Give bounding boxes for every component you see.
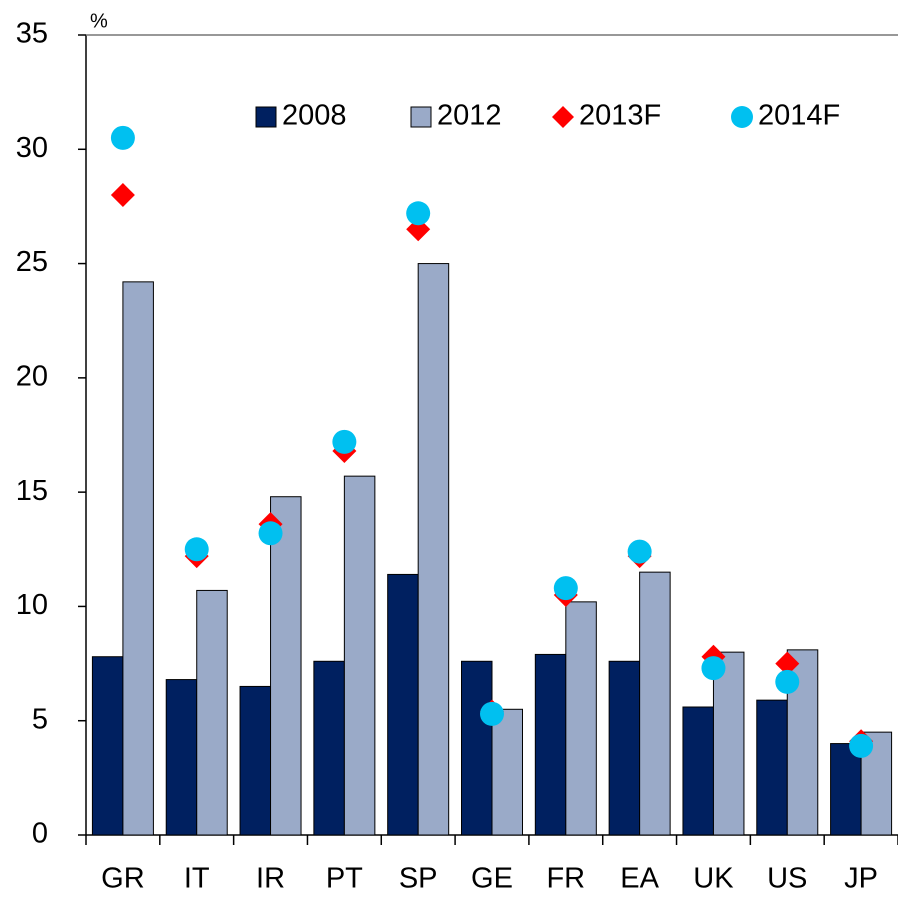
legend-label: 2008 xyxy=(282,100,347,132)
x-tick-label: US xyxy=(767,863,807,895)
y-tick-label: 20 xyxy=(16,361,48,393)
x-tick-label: PT xyxy=(326,863,363,895)
bar xyxy=(196,589,228,836)
x-tick-label: IR xyxy=(256,863,285,895)
bar xyxy=(565,601,597,836)
bar xyxy=(387,573,419,836)
bar xyxy=(756,699,788,836)
bar xyxy=(343,475,376,836)
circle-marker xyxy=(775,669,800,694)
y-tick-label: 35 xyxy=(16,18,48,50)
legend-swatch xyxy=(255,106,277,128)
circle-marker xyxy=(332,429,357,454)
bar xyxy=(91,656,124,836)
x-tick-label: GR xyxy=(101,863,145,895)
legend-label: 2014F xyxy=(758,100,840,132)
bar xyxy=(682,706,714,836)
x-tick-label: EA xyxy=(620,863,659,895)
y-tick-label: 25 xyxy=(16,246,48,278)
y-tick-label: 30 xyxy=(16,132,48,164)
bar xyxy=(165,679,198,836)
legend-label: 2013F xyxy=(579,100,661,132)
y-tick-label: 5 xyxy=(32,703,48,735)
y-tick-label: 15 xyxy=(16,475,48,507)
circle-marker xyxy=(627,539,652,564)
bar xyxy=(270,496,302,836)
diamond-marker xyxy=(110,183,135,207)
x-tick-label: JP xyxy=(844,863,878,895)
bar xyxy=(122,281,154,836)
y-tick-label: 10 xyxy=(16,589,48,621)
x-tick-label: FR xyxy=(546,863,585,895)
bar xyxy=(534,653,567,836)
circle-marker xyxy=(406,201,431,226)
x-tick-label: UK xyxy=(693,863,734,895)
legend-swatch xyxy=(731,106,753,128)
y-unit-label: % xyxy=(90,10,108,32)
bar xyxy=(313,660,345,836)
bar xyxy=(417,263,450,836)
x-tick-label: GE xyxy=(471,863,513,895)
diamond-marker xyxy=(775,651,800,676)
circle-marker xyxy=(110,125,135,150)
circle-marker xyxy=(553,576,578,601)
bar xyxy=(239,685,272,836)
circle-marker xyxy=(701,656,726,681)
circle-marker xyxy=(480,701,504,726)
bar xyxy=(608,660,641,836)
legend-swatch xyxy=(410,106,432,128)
circle-marker xyxy=(849,733,874,758)
bar xyxy=(461,660,493,836)
legend-swatch xyxy=(552,106,574,128)
bar xyxy=(786,649,819,836)
circle-marker xyxy=(258,521,283,546)
circle-marker xyxy=(184,537,209,562)
legend-label: 2012 xyxy=(437,100,502,132)
bar xyxy=(491,708,523,836)
y-tick-label: 0 xyxy=(32,818,48,850)
bar xyxy=(639,571,671,836)
bar xyxy=(712,651,745,836)
x-tick-label: SP xyxy=(399,863,438,895)
bar xyxy=(830,743,862,836)
x-tick-label: IT xyxy=(184,863,210,895)
